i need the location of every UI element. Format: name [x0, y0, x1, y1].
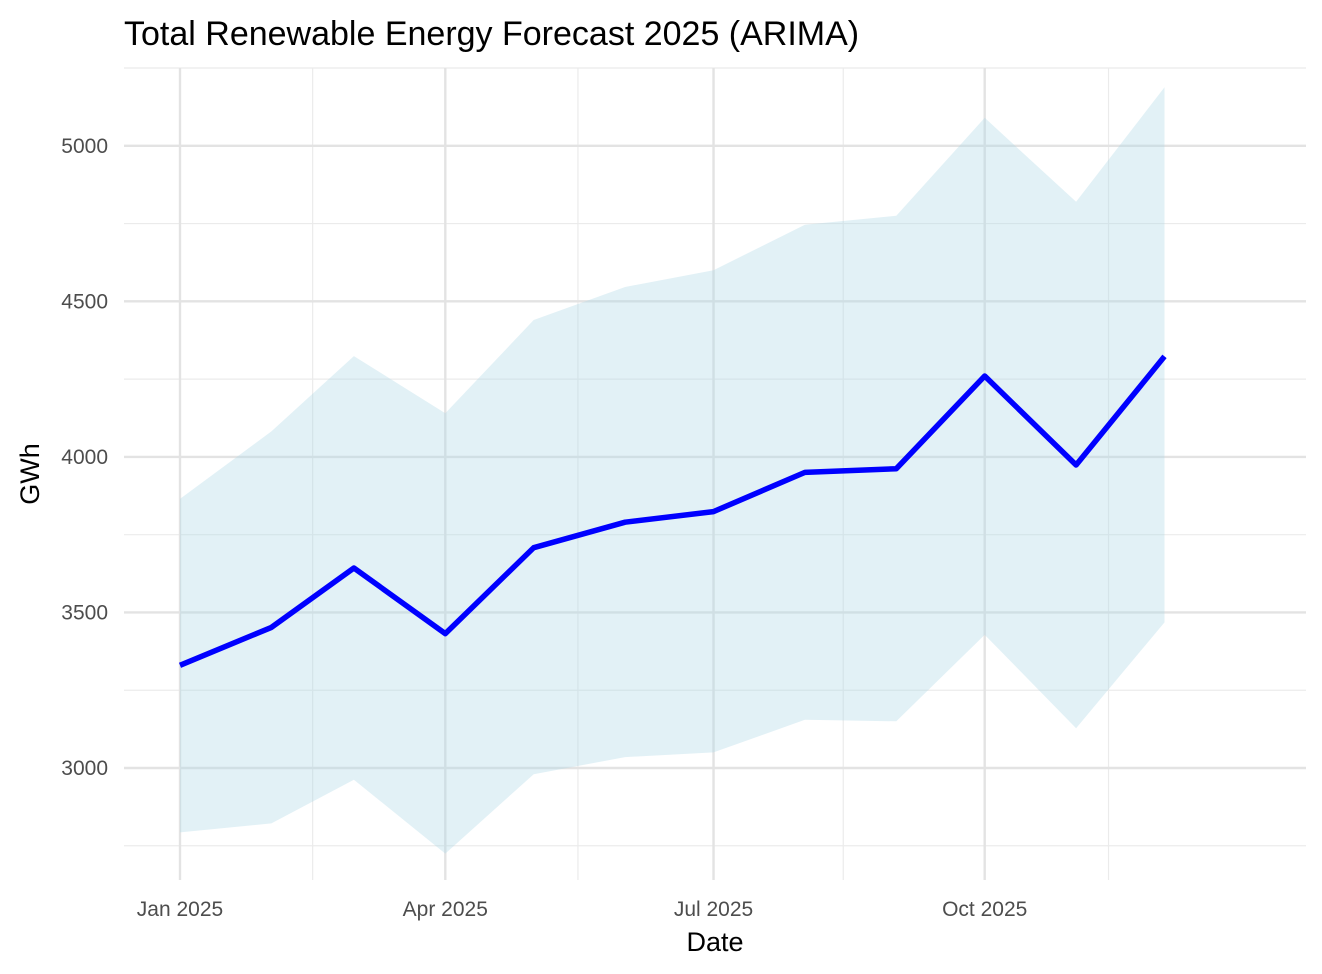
x-tick-label: Jul 2025 — [674, 898, 753, 921]
x-tick-label: Apr 2025 — [403, 898, 488, 921]
x-axis-title: Date — [686, 927, 743, 957]
major-gridlines — [124, 68, 1306, 880]
y-tick-label: 3000 — [61, 757, 108, 780]
x-tick-label: Oct 2025 — [942, 898, 1027, 921]
y-tick-label: 4500 — [61, 290, 108, 313]
minor-gridlines — [124, 67, 1306, 880]
forecast-line — [178, 354, 1167, 668]
chart-title: Total Renewable Energy Forecast 2025 (AR… — [124, 15, 859, 53]
x-tick-label: Jan 2025 — [137, 898, 223, 921]
x-axis-ticks: Jan 2025 Apr 2025 Jul 2025 Oct 2025 — [137, 898, 1028, 921]
confidence-band — [180, 87, 1165, 854]
plot-area — [178, 87, 1167, 854]
y-tick-label: 5000 — [61, 135, 108, 158]
y-axis-title: GWh — [15, 443, 45, 505]
y-axis-ticks: 3000 3500 4000 4500 5000 — [61, 135, 108, 780]
y-tick-label: 4000 — [61, 446, 108, 469]
y-tick-label: 3500 — [61, 601, 108, 624]
